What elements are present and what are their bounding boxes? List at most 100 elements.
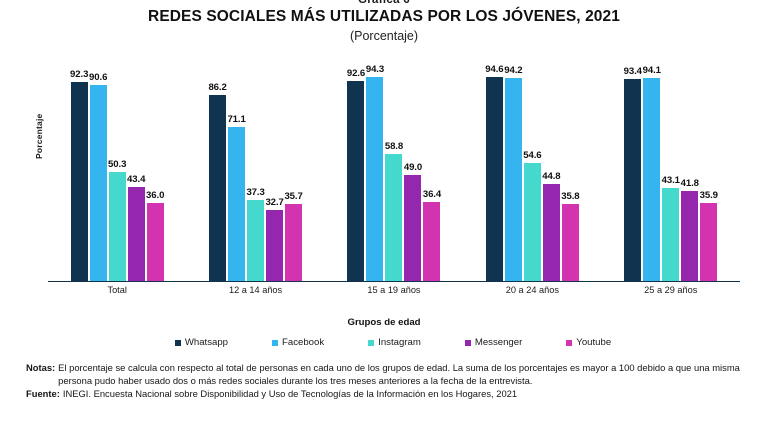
bar-whatsapp[interactable] [624, 79, 642, 281]
footnotes: Notas: El porcentaje se calcula con resp… [0, 362, 768, 401]
chart-subtitle: (Porcentaje) [349, 29, 419, 43]
source-text: INEGI. Encuesta Nacional sobre Disponibi… [62, 388, 518, 400]
x-axis-tick-label: 15 a 19 años [367, 285, 421, 295]
bar-messenger[interactable] [542, 184, 560, 281]
bar-whatsapp[interactable] [70, 81, 88, 281]
bar-facebook[interactable] [89, 85, 107, 281]
legend-swatch-icon [272, 339, 279, 346]
bar-value-label: 58.8 [384, 141, 404, 152]
bar-value-label: 94.1 [642, 64, 661, 76]
bar-cell[interactable]: 54.6 [523, 49, 542, 281]
bar-value-label: 35.8 [561, 190, 580, 202]
bar-value-label: 35.7 [284, 190, 303, 202]
bar-cell[interactable]: 35.8 [561, 49, 580, 281]
legend-swatch-icon [174, 339, 181, 346]
bar-value-label: 43.4 [127, 174, 146, 186]
bar-value-label: 94.6 [485, 63, 504, 75]
bar-messenger[interactable] [404, 175, 422, 281]
legend-swatch-icon [368, 339, 375, 346]
bar-instagram[interactable] [247, 200, 265, 281]
notes-row: Notas: El porcentaje se calcula con resp… [26, 362, 746, 387]
y-axis-title: Porcentaje [34, 113, 44, 159]
legend-swatch-icon [464, 339, 471, 346]
x-axis-tick-label: Total [107, 285, 127, 295]
legend-item-whatsapp[interactable]: Whatsapp [174, 337, 229, 348]
bar-instagram[interactable] [662, 187, 680, 281]
bar-cell[interactable]: 43.1 [662, 49, 680, 281]
bar-cell[interactable]: 94.6 [485, 49, 504, 281]
bar-whatsapp[interactable] [209, 94, 227, 281]
bar-cell[interactable]: 41.8 [681, 49, 699, 281]
x-axis-tick-label: 12 a 14 años [229, 285, 283, 295]
bar-youtube[interactable] [146, 203, 164, 281]
notes-label: Notas: [26, 362, 56, 373]
bar-facebook[interactable] [504, 77, 522, 281]
bar-cell[interactable]: 86.2 [208, 49, 227, 281]
bar-cell[interactable]: 90.6 [89, 49, 107, 281]
x-axis-title: Grupos de edad [347, 317, 421, 328]
legend-item-instagram[interactable]: Instagram [368, 337, 421, 348]
bar-cell[interactable]: 94.2 [504, 49, 523, 281]
bar-value-label: 92.3 [70, 68, 89, 80]
bar-group: 93.4 94.1 43.1 41.8 35.9 [624, 49, 718, 281]
bar-cell[interactable]: 36.4 [423, 49, 441, 281]
bar-facebook[interactable] [366, 77, 384, 281]
bar-messenger[interactable] [266, 210, 284, 281]
bar-value-label: 37.3 [246, 187, 265, 199]
bar-cell[interactable]: 93.4 [624, 49, 642, 281]
bar-cell[interactable]: 71.1 [227, 49, 246, 281]
plot-area: 92.3 90.6 50.3 43.4 36.0 86.2 71.1 37.3 32.7 35.7… [48, 49, 740, 301]
graph-number: Gráfica 6 [0, 0, 768, 5]
bar-youtube[interactable] [423, 202, 441, 281]
bar-cell[interactable]: 35.7 [284, 49, 303, 281]
bar-cell[interactable]: 94.1 [642, 49, 661, 281]
legend-label: Youtube [576, 337, 612, 348]
bar-value-label: 35.9 [699, 190, 718, 202]
bar-cell[interactable]: 50.3 [108, 49, 126, 281]
chart-header: Gráfica 6 REDES SOCIALES MÁS UTILIZADAS … [0, 0, 768, 43]
bar-cell[interactable]: 37.3 [246, 49, 265, 281]
bar-youtube[interactable] [561, 203, 579, 281]
bar-value-label: 71.1 [227, 114, 246, 126]
bar-messenger[interactable] [681, 190, 699, 281]
bar-instagram[interactable] [385, 154, 403, 281]
bar-facebook[interactable] [643, 77, 661, 281]
chart-legend: Whatsapp Facebook Instagram Messenger Youtub… [0, 337, 768, 348]
bar-cell[interactable]: 94.3 [365, 49, 385, 281]
bar-cell[interactable]: 58.8 [384, 49, 404, 281]
x-axis-tick-label: 20 a 24 años [505, 285, 559, 295]
legend-label: Instagram [378, 337, 421, 348]
bar-cell[interactable]: 43.4 [127, 49, 146, 281]
bar-value-label: 49.0 [403, 162, 423, 174]
source-row: Fuente: INEGI. Encuesta Nacional sobre D… [26, 388, 746, 401]
bar-cell[interactable]: 36.0 [146, 49, 164, 281]
bar-facebook[interactable] [228, 127, 246, 281]
legend-item-facebook[interactable]: Facebook [272, 337, 324, 348]
bar-youtube[interactable] [285, 203, 303, 281]
bar-value-label: 92.6 [346, 67, 366, 79]
bar-whatsapp[interactable] [485, 76, 503, 281]
bar-cell[interactable]: 44.8 [542, 49, 561, 281]
bar-messenger[interactable] [127, 187, 145, 281]
bar-value-label: 32.7 [265, 197, 284, 209]
bar-cell[interactable]: 32.7 [265, 49, 284, 281]
bar-instagram[interactable] [523, 163, 541, 281]
legend-item-messenger[interactable]: Messenger [464, 337, 523, 348]
notes-text: El porcentaje se calcula con respecto al… [58, 362, 740, 386]
bar-value-label: 54.6 [523, 150, 542, 162]
bar-group: 94.6 94.2 54.6 44.8 35.8 [485, 49, 580, 281]
bar-groups: 92.3 90.6 50.3 43.4 36.0 86.2 71.1 37.3 32.7 35.7… [48, 49, 740, 282]
bar-cell[interactable]: 49.0 [403, 49, 423, 281]
bar-value-label: 94.3 [365, 64, 385, 76]
bar-instagram[interactable] [108, 172, 126, 281]
bar-group: 86.2 71.1 37.3 32.7 35.7 [208, 49, 303, 281]
bar-cell[interactable]: 92.6 [346, 49, 366, 281]
bar-cell[interactable]: 35.9 [699, 49, 718, 281]
legend-label: Messenger [474, 337, 523, 348]
legend-label: Whatsapp [184, 337, 229, 348]
bar-whatsapp[interactable] [347, 80, 365, 281]
bar-youtube[interactable] [700, 203, 718, 281]
bar-cell[interactable]: 92.3 [70, 49, 89, 281]
bar-value-label: 44.8 [542, 171, 561, 183]
legend-item-youtube[interactable]: Youtube [566, 337, 611, 348]
